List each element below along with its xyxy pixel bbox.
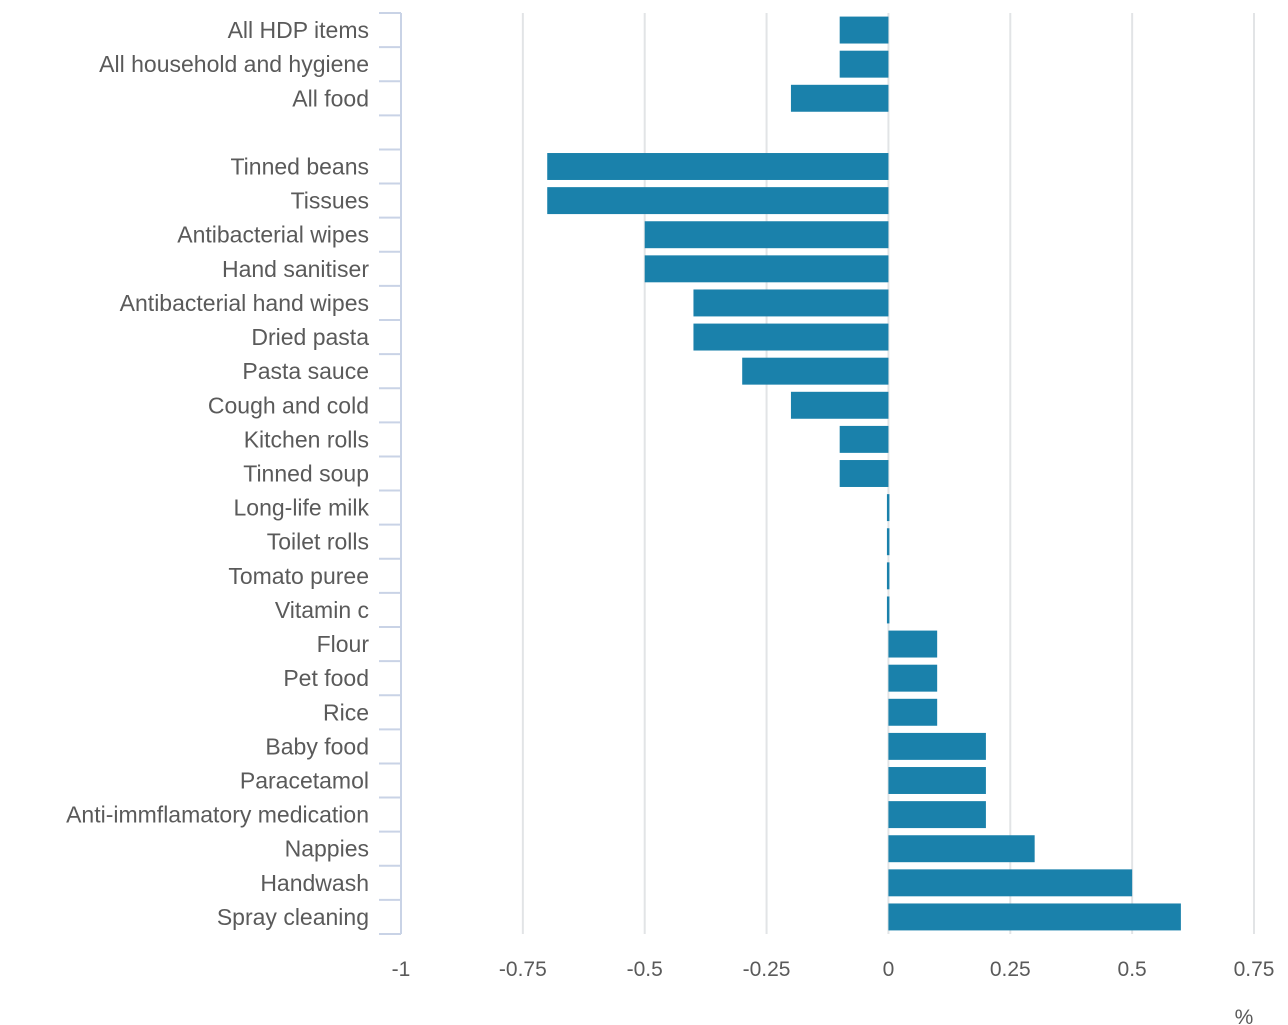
category-label: Kitchen rolls [244, 426, 369, 452]
category-label: Nappies [285, 836, 369, 862]
category-labels: All HDP items All household and hygiene Al… [66, 17, 369, 930]
bar [839, 460, 889, 487]
x-tick-label: 0.75 [1234, 958, 1275, 981]
bar [644, 221, 889, 249]
category-label: Handwash [260, 870, 369, 896]
x-tick-label: 0.25 [990, 958, 1031, 981]
bar [888, 835, 1035, 863]
bar [888, 630, 938, 658]
bar [547, 187, 889, 215]
category-label: All HDP items [228, 17, 369, 43]
category-label: Toilet rolls [267, 529, 369, 555]
bar [693, 289, 889, 317]
bar [888, 767, 986, 794]
bar [839, 425, 889, 453]
bar [886, 596, 890, 624]
x-tick-label: 0 [883, 958, 895, 981]
category-label: Flour [317, 631, 370, 657]
category-label: Baby food [265, 733, 369, 759]
bar [888, 732, 986, 760]
bar [888, 664, 938, 692]
bar [888, 869, 1133, 897]
bar [839, 50, 889, 78]
category-label: Vitamin c [275, 597, 369, 623]
bar [790, 84, 889, 112]
y-axis [379, 12, 402, 935]
category-label: Pasta sauce [242, 358, 369, 384]
bar [886, 494, 890, 522]
category-label: Hand sanitiser [222, 256, 369, 282]
category-label: Rice [323, 699, 369, 725]
category-label: Tissues [291, 188, 369, 214]
bar [888, 903, 1181, 931]
category-label: All household and hygiene [99, 51, 369, 77]
bar [888, 801, 986, 829]
category-label: Dried pasta [251, 324, 369, 350]
x-axis-unit-label: % [1235, 1006, 1254, 1025]
category-label: Tomato puree [228, 563, 369, 589]
category-label: Antibacterial hand wipes [120, 290, 369, 316]
bar [886, 528, 890, 556]
bar [693, 323, 889, 351]
bar [790, 391, 889, 419]
category-label: Paracetamol [240, 768, 369, 794]
category-label: All food [292, 85, 369, 111]
bar [547, 153, 889, 180]
bar [839, 16, 889, 44]
bar [886, 562, 890, 590]
bar [742, 357, 889, 385]
bar [888, 698, 938, 726]
category-label: Antibacterial wipes [177, 222, 369, 248]
category-label: Spray cleaning [217, 904, 369, 930]
category-label: Cough and cold [208, 392, 369, 418]
x-tick-label: 0.5 [1118, 958, 1147, 981]
category-label: Long-life milk [234, 495, 370, 521]
category-label: Anti-immflamatory medication [66, 802, 369, 828]
category-label: Tinned soup [243, 461, 369, 487]
x-tick-labels: -1 -0.75 -0.5 -0.25 0 0.25 0.5 0.75 [392, 958, 1275, 981]
x-tick-label: -0.75 [499, 958, 547, 981]
x-tick-label: -1 [392, 958, 411, 981]
x-tick-label: -0.25 [743, 958, 791, 981]
bars [547, 16, 1181, 931]
category-label: Pet food [283, 665, 369, 691]
bar [644, 255, 889, 283]
x-tick-label: -0.5 [627, 958, 663, 981]
category-label: Tinned beans [230, 154, 369, 180]
